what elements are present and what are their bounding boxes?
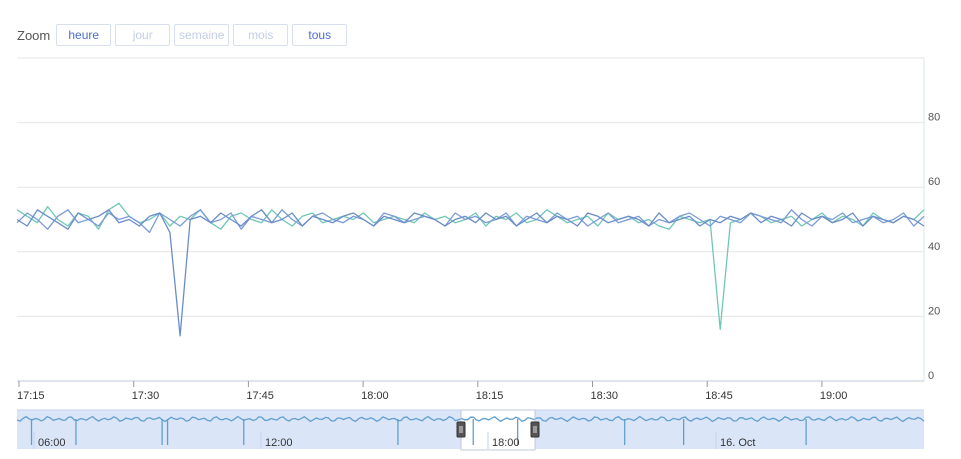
navigator-tick-label: 16. Oct (720, 437, 755, 449)
navigator-tick-label: 18:00 (492, 437, 520, 449)
x-axis: 17:15 17:30 17:45 18:00 18:15 18:30 18:45 19:00 (17, 380, 924, 402)
zoom-week-button[interactable]: semaine (174, 24, 230, 46)
x-tick-label: 17:45 (246, 390, 274, 402)
zoom-hour-button[interactable]: heure (56, 24, 112, 46)
x-tick-label: 19:00 (820, 390, 848, 402)
y-tick-label: 80 (928, 112, 940, 124)
zoom-month-button[interactable]: mois (233, 24, 289, 46)
navigator: 06:00 12:00 18:00 16. Oct (16, 409, 925, 451)
series-lines (16, 202, 925, 337)
series-line-2 (16, 209, 925, 234)
series-line-1 (16, 202, 925, 330)
y-tick-label: 60 (928, 176, 940, 188)
zoom-label: Zoom (17, 27, 51, 43)
x-tick-label: 17:15 (17, 390, 45, 402)
x-tick-label: 18:15 (476, 390, 504, 402)
x-tick-label: 18:00 (361, 390, 389, 402)
x-tick-label: 17:30 (132, 390, 160, 402)
series-line-3 (16, 209, 925, 337)
navigator-left-handle[interactable] (456, 421, 466, 438)
x-tick-label: 18:45 (705, 390, 733, 402)
x-tick-label: 18:30 (591, 390, 619, 402)
grid-lines (17, 57, 925, 381)
y-tick-label: 0 (928, 370, 934, 382)
navigator-right-handle[interactable] (530, 421, 540, 438)
zoom-bar: Zoom heure jour semaine mois tous (17, 24, 351, 46)
navigator-tick-label: 12:00 (265, 437, 293, 449)
zoom-day-button[interactable]: jour (115, 24, 171, 46)
y-axis: 0 20 40 60 80 (928, 112, 940, 382)
y-tick-label: 20 (928, 305, 940, 317)
zoom-all-button[interactable]: tous (292, 24, 348, 46)
navigator-tick-label: 06:00 (38, 437, 66, 449)
y-tick-label: 40 (928, 241, 940, 253)
